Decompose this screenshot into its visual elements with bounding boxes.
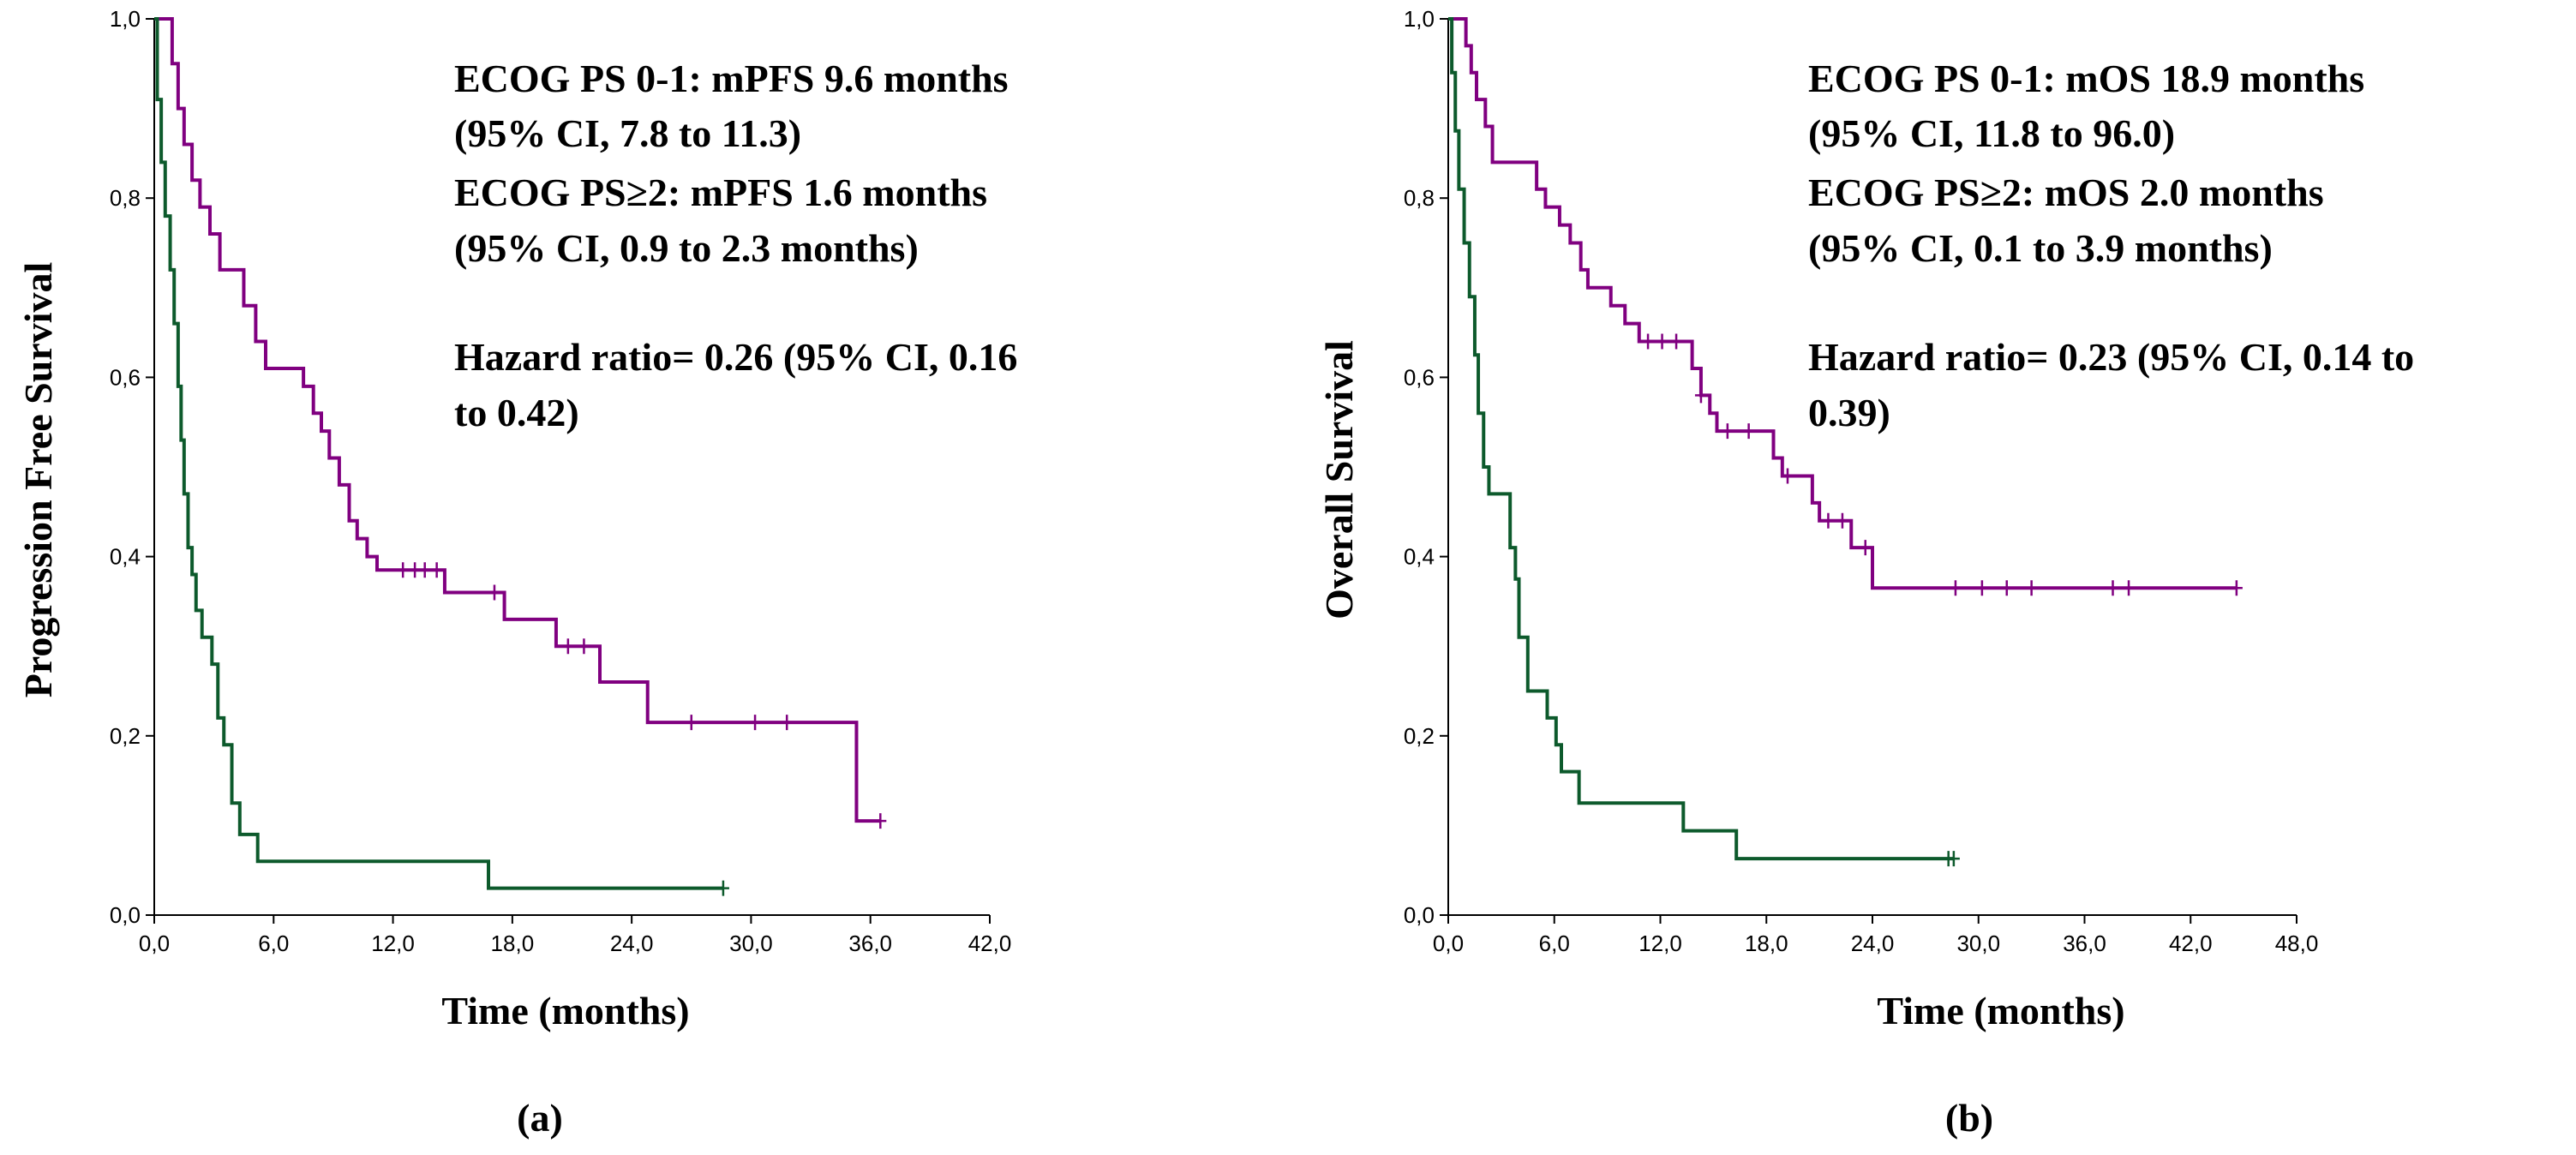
censor-mark-ecog-ps-0-1 (1822, 512, 1835, 529)
series-line-ecog-ps-2 (1448, 17, 1954, 861)
x-tick-label: 24,0 (610, 931, 654, 956)
censor-mark-ecog-ps-0-1 (1721, 423, 1734, 440)
series-line-ecog-ps-0-1 (1448, 17, 2237, 590)
x-tick-label: 30,0 (729, 931, 773, 956)
series-line-ecog-ps-2 (154, 17, 723, 890)
x-tick-label: 18,0 (1745, 931, 1788, 956)
annotation-block: ECOG PS 0-1: mPFS 9.6 months (95% CI, 7.… (454, 57, 1017, 434)
censor-mark-ecog-ps-2 (1947, 851, 1960, 867)
y-tick-label: 0,4 (1404, 544, 1435, 570)
y-tick-label: 0,8 (1404, 185, 1435, 211)
censor-mark-ecog-ps-0-1 (1836, 512, 1848, 529)
censor-mark-ecog-ps-0-1 (2025, 580, 2038, 596)
censor-mark-ecog-ps-0-1 (1642, 333, 1655, 350)
y-tick-label: 1,0 (110, 6, 141, 32)
annotation-block: ECOG PS 0-1: mOS 18.9 months (95% CI, 11… (1808, 57, 2414, 434)
censor-mark-ecog-ps-0-1 (488, 584, 500, 601)
censor-mark-ecog-ps-0-1 (2000, 580, 2013, 596)
censor-mark-ecog-ps-0-1 (1656, 333, 1668, 350)
x-tick-label: 42,0 (968, 931, 1012, 956)
x-tick-label: 12,0 (1638, 931, 1682, 956)
y-axis-title: Progression Free Survival (16, 262, 60, 698)
censor-mark-ecog-ps-0-1 (430, 562, 443, 578)
censor-mark-ecog-ps-0-1 (2106, 580, 2119, 596)
annotation-line-1: ECOG PS 0-1: mOS 18.9 months (1808, 57, 2364, 100)
censor-mark-ecog-ps-0-1 (2123, 580, 2136, 596)
x-tick-label: 18,0 (491, 931, 535, 956)
censor-mark-ecog-ps-0-1 (418, 562, 431, 578)
censor-mark-ecog-ps-0-1 (1694, 387, 1707, 404)
annotation-line-7: 0.39) (1808, 391, 1890, 434)
censor-mark-ecog-ps-0-1 (2230, 580, 2243, 596)
panel-label: (b) (1945, 1096, 1993, 1140)
censor-mark-ecog-ps-2 (716, 880, 729, 896)
annotation-line-2: (95% CI, 7.8 to 11.3) (454, 111, 801, 155)
annotation-line-1: ECOG PS 0-1: mPFS 9.6 months (454, 57, 1009, 100)
x-tick-label: 6,0 (1539, 931, 1570, 956)
censor-mark-ecog-ps-0-1 (685, 715, 698, 731)
y-tick-label: 0,6 (1404, 364, 1435, 390)
censor-mark-ecog-ps-0-1 (561, 638, 574, 655)
annotation-line-4: (95% CI, 0.1 to 3.9 months) (1808, 226, 2273, 270)
x-tick-label: 36,0 (848, 931, 892, 956)
y-tick-label: 0,8 (110, 185, 141, 211)
annotation-line-3: ECOG PS≥2: mPFS 1.6 months (454, 171, 987, 214)
annotation-line-7: to 0.42) (454, 391, 579, 434)
series-line-ecog-ps-0-1 (154, 17, 881, 823)
annotation-line-3: ECOG PS≥2: mOS 2.0 months (1808, 171, 2324, 214)
censor-mark-ecog-ps-0-1 (781, 715, 794, 731)
x-axis-title: Time (months) (1877, 989, 2124, 1032)
censor-mark-ecog-ps-0-1 (1859, 540, 1872, 556)
annotation-line-4: (95% CI, 0.9 to 2.3 months) (454, 226, 919, 270)
censor-mark-ecog-ps-0-1 (874, 813, 887, 829)
censor-mark-ecog-ps-0-1 (1975, 580, 1988, 596)
panel-a-pfs: Progression Free Survival Time (months) … (16, 6, 1017, 1140)
censor-mark-ecog-ps-0-1 (1670, 333, 1683, 350)
x-tick-label: 30,0 (1956, 931, 2000, 956)
x-tick-label: 6,0 (258, 931, 289, 956)
y-tick-label: 0,0 (1404, 902, 1435, 928)
panel-b-os: Overall Survival Time (months) (b) ECOG … (1317, 6, 2414, 1140)
x-tick-label: 48,0 (2275, 931, 2319, 956)
censor-mark-ecog-ps-0-1 (578, 638, 590, 655)
x-tick-label: 36,0 (2063, 931, 2106, 956)
y-tick-label: 0,6 (110, 364, 141, 390)
censor-mark-ecog-ps-0-1 (1949, 580, 1962, 596)
y-tick-label: 0,0 (110, 902, 141, 928)
plot-area (154, 17, 887, 896)
x-axis-title: Time (months) (441, 989, 689, 1032)
censor-mark-ecog-ps-0-1 (397, 562, 410, 578)
annotation-line-6: Hazard ratio= 0.26 (95% CI, 0.16 (454, 335, 1017, 379)
axes: 0,0 0,2 0,4 0,6 0,8 1,0 0,0 6,0 12,0 18,0 24,0 30,0… (110, 6, 1011, 956)
panel-label: (a) (517, 1096, 563, 1140)
x-tick-label: 0,0 (139, 931, 170, 956)
y-axis-title: Overall Survival (1317, 340, 1361, 619)
y-tick-label: 0,2 (110, 723, 141, 749)
censor-mark-ecog-ps-0-1 (749, 715, 762, 731)
x-tick-label: 42,0 (2169, 931, 2213, 956)
axes: 0,0 0,2 0,4 0,6 0,8 1,0 0,0 6,0 12,0 18,0 24,0 30,0… (1404, 6, 2318, 956)
y-tick-label: 0,2 (1404, 723, 1435, 749)
plot-area (1448, 17, 2243, 867)
censor-mark-ecog-ps-0-1 (1782, 468, 1794, 484)
x-tick-label: 12,0 (371, 931, 415, 956)
x-tick-label: 24,0 (1851, 931, 1895, 956)
annotation-line-2: (95% CI, 11.8 to 96.0) (1808, 111, 2175, 155)
x-tick-label: 0,0 (1433, 931, 1464, 956)
y-tick-label: 0,4 (110, 544, 141, 570)
censor-mark-ecog-ps-0-1 (1742, 423, 1755, 440)
annotation-line-6: Hazard ratio= 0.23 (95% CI, 0.14 to (1808, 335, 2414, 379)
y-tick-label: 1,0 (1404, 6, 1435, 32)
